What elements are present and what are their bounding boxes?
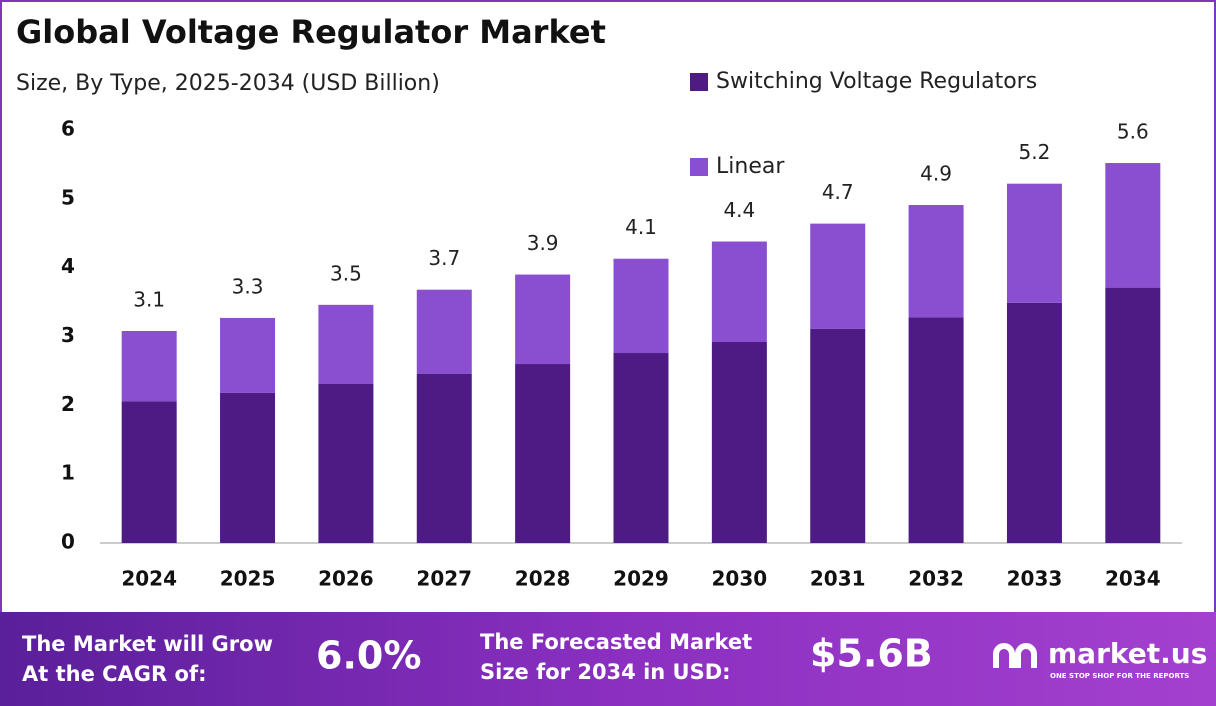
bar-segment	[416, 373, 472, 543]
size-text: Size for 2034 in USD:	[480, 660, 731, 684]
bar-segment	[220, 392, 276, 543]
size-value: $5.6B	[810, 632, 933, 676]
bar-segment	[318, 383, 374, 543]
y-tick-label: 4	[61, 254, 75, 278]
bar-segment	[613, 258, 669, 354]
total-label: 3.9	[527, 231, 559, 255]
x-tick-label: 2027	[416, 567, 472, 591]
bar-segment	[1105, 287, 1161, 543]
bar-segment	[810, 328, 866, 543]
bar-segment	[908, 317, 964, 543]
chart-title: Global Voltage Regulator Market	[16, 13, 606, 51]
total-label: 5.6	[1117, 120, 1149, 144]
total-label: 4.9	[920, 162, 952, 186]
total-label: 4.1	[625, 215, 657, 239]
bar-segment	[711, 342, 767, 543]
x-tick-label: 2030	[712, 567, 768, 591]
x-tick-label: 2026	[318, 567, 374, 591]
legend-swatch	[690, 158, 708, 176]
bar-segment	[121, 401, 177, 543]
x-tick-label: 2028	[515, 567, 571, 591]
bar-segment	[613, 353, 669, 543]
bar-segment	[416, 289, 472, 374]
bar-segment	[515, 364, 571, 543]
total-label: 3.3	[232, 274, 264, 298]
legend-label: Switching Voltage Regulators	[716, 69, 1037, 94]
cagr-text: At the CAGR of:	[22, 662, 207, 686]
x-tick-label: 2025	[220, 567, 276, 591]
total-label: 4.4	[723, 198, 755, 222]
bar-segment	[1105, 163, 1161, 288]
bar-segment	[318, 304, 374, 384]
legend-label: Linear	[716, 154, 785, 179]
bar-segment	[121, 330, 177, 402]
y-tick-label: 1	[61, 461, 75, 485]
total-label: 4.7	[822, 180, 854, 204]
brand: market.us	[1048, 637, 1207, 670]
bar-segment	[515, 274, 571, 365]
bar-segment	[908, 205, 964, 318]
bar-segment	[1006, 302, 1062, 543]
tagline: ONE STOP SHOP FOR THE REPORTS	[1050, 672, 1189, 680]
x-tick-label: 2032	[908, 567, 964, 591]
x-tick-label: 2024	[121, 567, 177, 591]
total-label: 3.5	[330, 261, 362, 285]
legend-swatch	[690, 73, 708, 91]
size-text: The Forecasted Market	[480, 630, 752, 654]
y-tick-label: 0	[61, 530, 75, 554]
bar-segment	[711, 241, 767, 343]
bar-segment	[1006, 183, 1062, 303]
bar-segment	[810, 223, 866, 329]
y-tick-label: 5	[61, 185, 75, 209]
logo-icon	[993, 643, 1037, 668]
chart-subtitle: Size, By Type, 2025-2034 (USD Billion)	[16, 71, 440, 96]
total-label: 3.7	[428, 246, 460, 270]
x-tick-label: 2033	[1007, 567, 1063, 591]
cagr-value: 6.0%	[316, 634, 421, 678]
cagr-text: The Market will Grow	[22, 632, 273, 656]
y-tick-label: 6	[61, 117, 75, 141]
y-tick-label: 3	[61, 323, 75, 347]
total-label: 5.2	[1019, 140, 1051, 164]
x-tick-label: 2031	[810, 567, 866, 591]
bar-segment	[220, 317, 276, 393]
x-tick-label: 2034	[1105, 567, 1161, 591]
y-tick-label: 2	[61, 392, 75, 416]
x-tick-label: 2029	[613, 567, 669, 591]
total-label: 3.1	[133, 287, 165, 311]
